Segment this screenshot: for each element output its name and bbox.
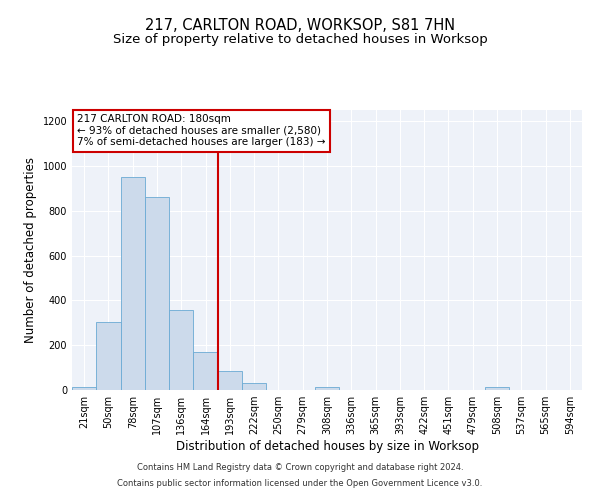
X-axis label: Distribution of detached houses by size in Worksop: Distribution of detached houses by size … (176, 440, 479, 453)
Text: 217, CARLTON ROAD, WORKSOP, S81 7HN: 217, CARLTON ROAD, WORKSOP, S81 7HN (145, 18, 455, 32)
Bar (315, 388, 339, 390)
Bar (145, 196, 169, 390)
Bar (72, 388, 96, 390)
Bar (242, 384, 266, 390)
Bar (193, 352, 218, 390)
Text: 217 CARLTON ROAD: 180sqm
← 93% of detached houses are smaller (2,580)
7% of semi: 217 CARLTON ROAD: 180sqm ← 93% of detach… (77, 114, 326, 148)
Text: Contains public sector information licensed under the Open Government Licence v3: Contains public sector information licen… (118, 478, 482, 488)
Bar (121, 177, 145, 390)
Bar (218, 371, 242, 390)
Bar (485, 388, 509, 390)
Bar (96, 322, 121, 390)
Bar (169, 310, 193, 390)
Text: Contains HM Land Registry data © Crown copyright and database right 2024.: Contains HM Land Registry data © Crown c… (137, 464, 463, 472)
Y-axis label: Number of detached properties: Number of detached properties (24, 157, 37, 343)
Text: Size of property relative to detached houses in Worksop: Size of property relative to detached ho… (113, 32, 487, 46)
